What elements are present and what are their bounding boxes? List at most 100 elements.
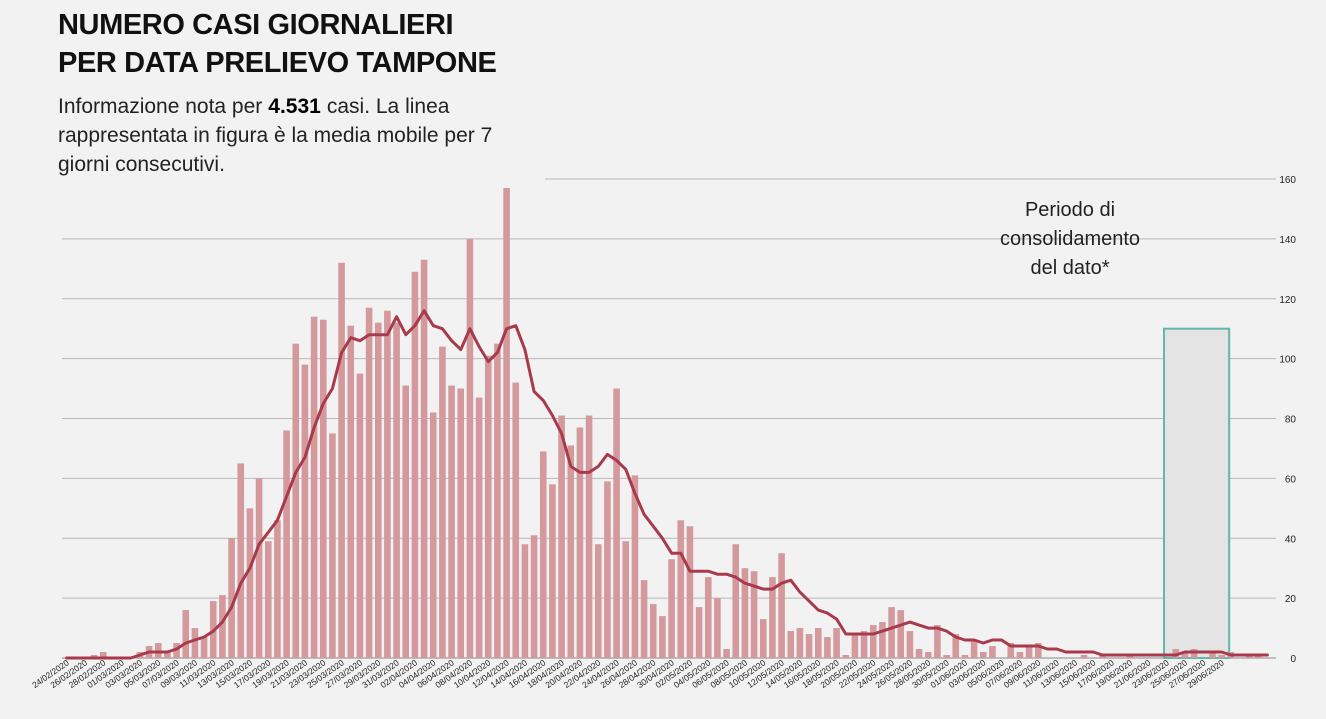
data-bar [814, 628, 822, 658]
data-bar [631, 475, 639, 658]
data-bar [842, 655, 850, 658]
data-bar [237, 463, 245, 658]
data-bar [943, 655, 950, 658]
data-bar [704, 577, 712, 658]
data-bar [778, 553, 785, 658]
data-bar [879, 622, 886, 658]
y-tick-label: 20 [1285, 594, 1297, 605]
subtitle-count: 4.531 [268, 95, 321, 118]
data-bar [558, 415, 565, 658]
data-bar [530, 535, 538, 658]
chart-title-line2: PER DATA PRELIEVO TAMPONE [58, 47, 497, 79]
data-bar [402, 385, 410, 658]
data-bar [264, 541, 272, 658]
subtitle-prefix: Informazione nota per [58, 95, 263, 118]
consolidation-box [1163, 327, 1231, 659]
chart-subtitle: Informazione nota per 4.531 casi. La linea… [58, 92, 548, 179]
data-bar [934, 625, 941, 658]
data-bar [411, 271, 419, 658]
data-bar [796, 628, 804, 658]
data-bar [475, 397, 483, 658]
data-bar [228, 538, 235, 658]
y-tick-label: 80 [1285, 415, 1297, 426]
data-bar [961, 655, 969, 658]
data-bar [594, 544, 602, 658]
data-bar [860, 631, 868, 658]
data-bar [741, 568, 749, 658]
data-bar [374, 322, 382, 658]
data-bar [439, 346, 446, 658]
data-bar [897, 610, 905, 658]
consolidation-note-line2: consolidamento [999, 228, 1141, 250]
data-bar [164, 652, 171, 658]
data-bar [200, 637, 208, 658]
data-bar [732, 544, 740, 658]
data-bar [787, 631, 795, 658]
data-bar [851, 634, 859, 658]
data-bar [301, 364, 309, 658]
data-bar [695, 607, 703, 658]
data-bar [219, 595, 226, 658]
data-bar [604, 481, 611, 658]
data-bar [888, 607, 895, 658]
data-bar [989, 646, 996, 658]
data-bar [1007, 643, 1015, 658]
data-bar [1099, 655, 1106, 658]
y-tick-label: 120 [1279, 295, 1296, 306]
data-bar [429, 412, 437, 658]
data-bar [393, 322, 400, 658]
data-bar [329, 433, 336, 658]
y-tick-label: 140 [1279, 235, 1296, 246]
data-bar [448, 385, 455, 658]
data-bar [274, 520, 281, 658]
data-bar [283, 430, 290, 658]
data-bar [484, 355, 492, 658]
data-bar [182, 610, 190, 658]
data-bar [714, 598, 721, 658]
data-bar [191, 628, 199, 658]
data-bar [906, 631, 914, 658]
data-bar [1209, 652, 1216, 658]
data-bar [677, 520, 685, 658]
data-bar [338, 262, 345, 658]
data-bar [549, 484, 556, 658]
data-bar [750, 571, 758, 658]
data-bar [668, 559, 675, 658]
y-tick-label: 60 [1285, 474, 1297, 485]
data-bar [1080, 655, 1088, 658]
data-bar [970, 640, 978, 658]
data-bar [255, 478, 263, 658]
data-bar [952, 634, 960, 658]
data-bar [1190, 649, 1198, 658]
data-bar [1034, 643, 1042, 658]
chart-title: NUMERO CASI GIORNALIERI PER DATA PRELIEV… [58, 6, 497, 82]
data-bar [567, 445, 575, 658]
data-bar [365, 307, 373, 658]
data-bar [649, 604, 657, 658]
data-bar [1245, 655, 1253, 658]
data-bar [246, 508, 254, 658]
data-bar [466, 238, 474, 658]
data-bar [659, 616, 666, 658]
data-bar [503, 187, 510, 658]
data-bar [759, 619, 767, 658]
data-bar [723, 649, 730, 658]
data-bar [1025, 646, 1033, 658]
data-bar [924, 652, 932, 658]
data-bar [494, 343, 501, 658]
data-bar [1254, 655, 1262, 658]
data-bar [539, 451, 547, 658]
data-bar [915, 649, 923, 658]
data-bar [585, 415, 593, 658]
data-bar [310, 316, 318, 658]
y-tick-label: 0 [1290, 654, 1296, 665]
data-bar [99, 652, 107, 658]
data-bar [512, 382, 520, 658]
data-bar [1218, 655, 1225, 658]
consolidation-note-line3: del dato* [1030, 257, 1110, 279]
data-bar [805, 634, 813, 658]
data-bar [1126, 655, 1134, 658]
data-bar [833, 628, 840, 658]
data-bar [869, 625, 877, 658]
